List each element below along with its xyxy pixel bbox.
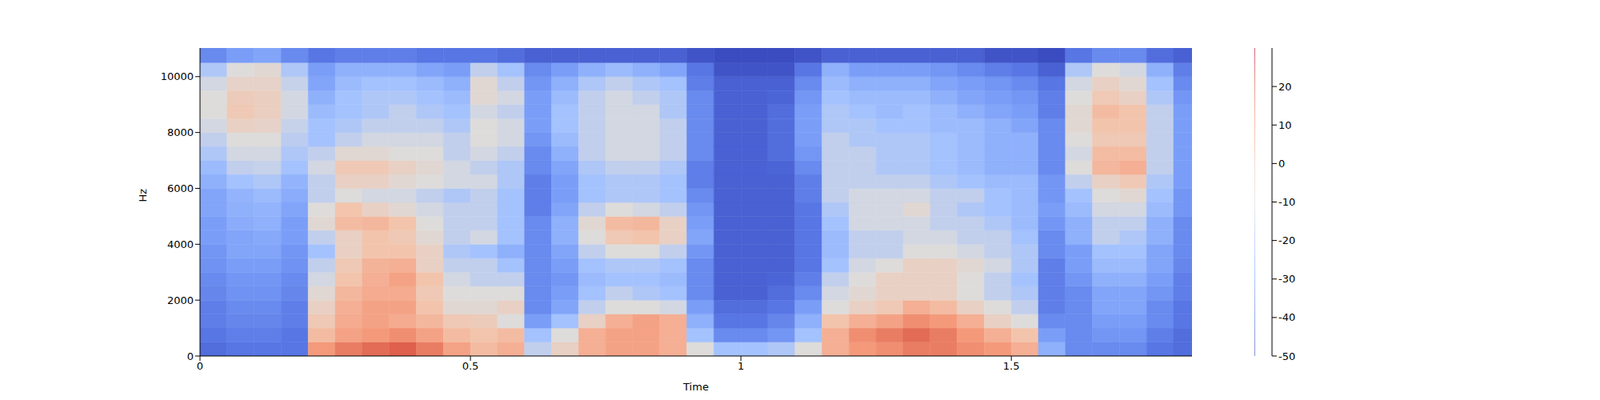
- svg-text:-50: -50: [1278, 350, 1296, 363]
- svg-text:1: 1: [737, 360, 744, 372]
- svg-text:4000: 4000: [167, 238, 194, 251]
- svg-text:0: 0: [187, 350, 194, 363]
- svg-text:Hz: Hz: [136, 188, 149, 203]
- svg-text:10000: 10000: [160, 70, 194, 83]
- svg-text:10: 10: [1278, 119, 1292, 132]
- svg-text:-10: -10: [1278, 196, 1296, 208]
- svg-text:-30: -30: [1278, 272, 1296, 285]
- svg-text:20: 20: [1278, 80, 1292, 93]
- svg-text:6000: 6000: [167, 182, 194, 195]
- svg-text:-40: -40: [1278, 311, 1296, 324]
- svg-text:2000: 2000: [167, 294, 194, 307]
- svg-text:0: 0: [196, 360, 204, 372]
- svg-text:Time: Time: [682, 380, 709, 393]
- svg-text:1.5: 1.5: [1003, 360, 1020, 372]
- svg-text:-20: -20: [1278, 234, 1296, 247]
- svg-text:0: 0: [1278, 157, 1285, 170]
- svg-text:8000: 8000: [167, 126, 194, 139]
- svg-text:0.5: 0.5: [462, 360, 480, 372]
